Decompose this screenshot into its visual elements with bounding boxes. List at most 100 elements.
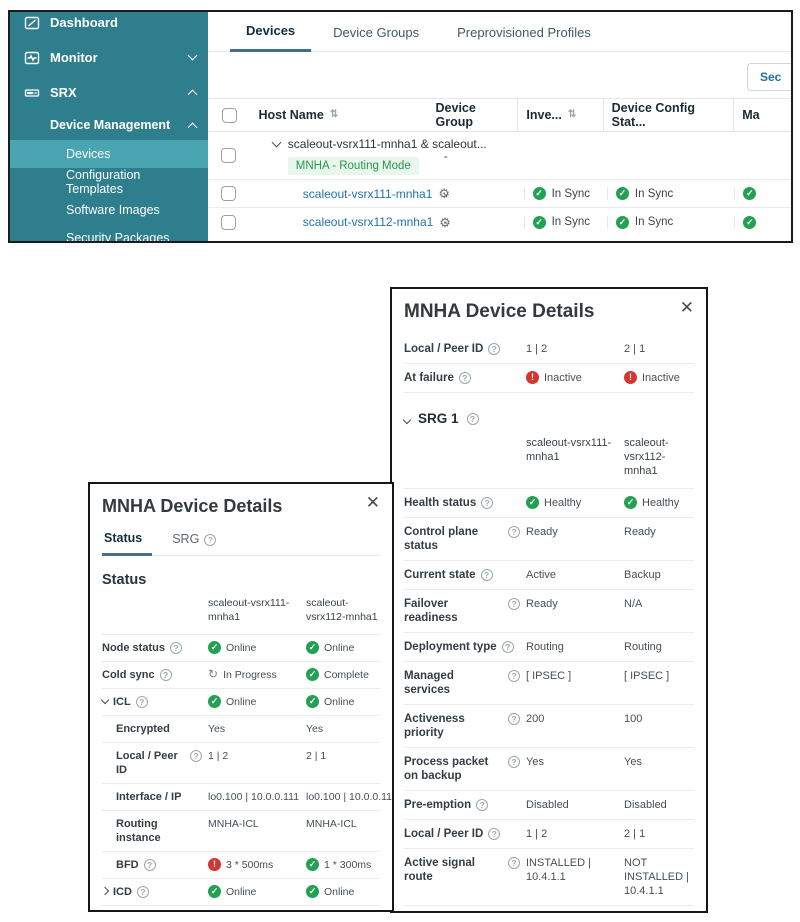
help-icon[interactable] (466, 413, 479, 425)
chevron-down-icon (100, 695, 110, 705)
help-icon[interactable] (501, 641, 514, 653)
detail-row-icl[interactable]: ICL Online Online (100, 689, 380, 716)
column-header-device-config-status[interactable]: Device Config Stat... (611, 101, 695, 129)
row-checkbox[interactable] (221, 148, 237, 163)
help-icon[interactable] (508, 526, 520, 538)
success-check-icon (615, 187, 629, 200)
detail-row: Active signal route INSTALLED | 10.4.1.1… (404, 849, 694, 906)
help-icon[interactable] (159, 669, 172, 681)
detail-row: Interface / IP lo0.100 | 10.0.0.111 lo0.… (102, 784, 392, 811)
detail-row-icd[interactable]: ICD Online Online (100, 879, 380, 906)
sidebar-item-srx[interactable]: SRX (10, 75, 208, 110)
detail-row: Control plane status Ready Ready (404, 518, 694, 561)
detail-row: BFD 3 * 500ms 1 * 300ms (102, 852, 380, 879)
success-check-icon (743, 215, 757, 229)
sort-icon[interactable]: ⇅ (567, 109, 577, 120)
help-icon[interactable] (135, 696, 148, 708)
chevron-up-icon (187, 89, 198, 100)
help-icon[interactable] (508, 670, 520, 682)
tab-status[interactable]: Status (102, 531, 153, 556)
clipped-toolbar-button[interactable]: Sec (747, 63, 791, 91)
detail-row: Pre-emption Disabled Disabled (404, 791, 694, 820)
sidebar-item-device-management[interactable]: Device Management (10, 110, 208, 140)
column-header-managed-status[interactable]: Ma (733, 99, 791, 131)
success-check-icon (743, 187, 757, 200)
dashboard-icon (24, 16, 40, 29)
dialog-title: MNHA Device Details (404, 301, 595, 322)
help-icon[interactable] (476, 799, 489, 811)
column-header-device-group[interactable]: Device Group (435, 101, 476, 129)
sidebar-item-monitor[interactable]: Monitor (10, 40, 208, 75)
success-check-icon (306, 885, 319, 898)
tab-device-groups[interactable]: Device Groups (333, 25, 420, 40)
success-check-icon (208, 695, 221, 708)
detail-row: Node status Online Online (102, 635, 380, 662)
error-icon (624, 371, 637, 384)
help-icon[interactable] (458, 372, 471, 384)
detail-row: Current state Active Backup (404, 561, 694, 590)
sidebar-item-dashboard[interactable]: Dashboard (10, 12, 208, 40)
sidebar-item-configuration-templates[interactable]: Configuration Templates (66, 168, 141, 196)
close-icon[interactable]: ✕ (365, 493, 380, 512)
sort-icon[interactable]: ⇅ (329, 109, 339, 120)
mnha-device-details-srg-dialog: MNHA Device Details ✕ Local / Peer ID 1 … (390, 287, 708, 913)
help-icon[interactable] (190, 750, 202, 762)
help-icon[interactable] (488, 343, 501, 355)
tab-preprovisioned-profiles[interactable]: Preprovisioned Profiles (457, 25, 591, 40)
srg-section-header[interactable]: SRG 1 (402, 411, 694, 426)
help-icon[interactable] (204, 533, 217, 546)
detail-row: Health status Healthy Healthy (404, 489, 694, 518)
host-link[interactable]: scaleout-vsrx112-mnha1 (302, 215, 434, 229)
sidebar-item-devices[interactable]: Devices (10, 140, 208, 168)
select-all-checkbox[interactable] (221, 107, 237, 123)
table-row[interactable]: scaleout-vsrx111-mnha1 ⚙ - In Sync In Sy… (208, 180, 791, 208)
help-icon[interactable] (508, 756, 520, 768)
settings-gear-icon[interactable]: ⚙ (438, 186, 451, 201)
mnha-device-details-status-dialog: MNHA Device Details ✕ Status SRG Status … (88, 482, 394, 912)
success-check-icon (615, 215, 629, 229)
help-icon[interactable] (508, 857, 520, 869)
chevron-down-icon (187, 50, 198, 61)
table-row[interactable]: scaleout-vsrx112-mnha1 ⚙ - In Sync In Sy… (208, 208, 791, 236)
help-icon[interactable] (143, 859, 156, 871)
help-icon[interactable] (508, 713, 520, 725)
settings-gear-icon[interactable]: ⚙ (439, 214, 451, 230)
error-icon (208, 858, 221, 871)
tab-devices[interactable]: Devices (230, 23, 312, 52)
device-column-2: scaleout-vsrx112-mnha1 (624, 437, 669, 477)
sidebar-item-software-images[interactable]: Software Images (66, 203, 160, 217)
help-icon[interactable] (488, 828, 501, 840)
device-column-headers: scaleout-vsrx111-mnha1 scaleout-vsrx112-… (404, 428, 694, 489)
column-header-host-name[interactable]: Host Name ⇅ (258, 108, 339, 122)
chevron-down-icon[interactable] (271, 137, 282, 147)
detail-row: Routing instance MNHA-ICL MNHA-ICL (102, 811, 380, 852)
status-section-title: Status (102, 572, 147, 588)
help-icon[interactable] (481, 497, 494, 509)
sidebar-item-security-packages[interactable]: Security Packages (66, 231, 170, 241)
sidebar: Dashboard Monitor SRX Device Management … (10, 12, 208, 241)
success-check-icon (624, 496, 637, 509)
column-header-inventory[interactable]: Inve... ⇅ (517, 99, 604, 131)
monitor-icon (24, 51, 40, 64)
table-row-cluster-group[interactable]: scaleout-vsrx111-mnha1 & scaleout... MNH… (208, 132, 791, 180)
tab-srg[interactable]: SRG (170, 531, 226, 555)
success-check-icon (306, 668, 319, 681)
detail-row: Cold sync In Progress Complete (102, 662, 380, 689)
host-link[interactable]: scaleout-vsrx111-mnha1 (302, 186, 433, 201)
success-check-icon (306, 641, 319, 654)
device-column-1: scaleout-vsrx111-mnha1 (526, 437, 612, 463)
row-checkbox[interactable] (221, 186, 237, 201)
detail-row: Encrypted Yes Yes (102, 716, 380, 743)
devices-content: Devices Device Groups Preprovisioned Pro… (208, 12, 791, 241)
help-icon[interactable] (136, 886, 149, 898)
device-column-1: scaleout-vsrx111-mnha1 (208, 597, 290, 623)
close-icon[interactable]: ✕ (679, 298, 694, 317)
detail-row: At failure Inactive Inactive (404, 364, 694, 393)
detail-row: Local / Peer ID 1 | 2 2 | 1 (404, 335, 694, 364)
srx-device-icon (24, 88, 40, 97)
help-icon[interactable] (508, 598, 520, 610)
help-icon[interactable] (169, 642, 182, 654)
help-icon[interactable] (480, 569, 493, 581)
dialog-tabbar: Status SRG (102, 531, 380, 556)
row-checkbox[interactable] (221, 214, 237, 230)
